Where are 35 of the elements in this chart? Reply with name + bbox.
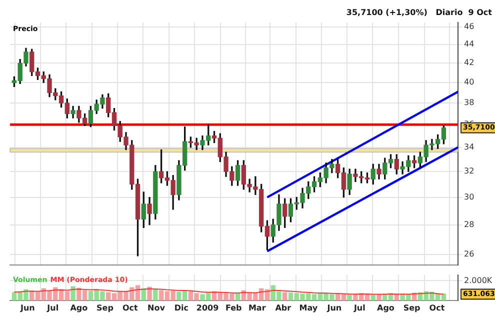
x-tick-label: Ago — [70, 303, 88, 312]
bar — [147, 286, 152, 300]
bar — [282, 292, 288, 300]
x-tick-label: Jun — [19, 303, 36, 312]
y-tick-label: 40 — [464, 78, 474, 87]
y-tick-label: 44 — [464, 40, 474, 49]
x-tick-label: Oct — [122, 303, 138, 312]
y-tick-label: 30 — [464, 192, 474, 202]
x-tick-label: May — [299, 303, 318, 312]
x-tick-label: Sep — [403, 303, 420, 312]
x-tick-label: Jul — [352, 303, 366, 312]
x-tick-label: Nov — [148, 303, 166, 312]
x-tick-label: Sep — [96, 303, 114, 312]
x-tick-label: Ago — [377, 303, 395, 312]
x-tick-label: 2009 — [196, 303, 220, 312]
x-tick-label: Dic — [174, 303, 189, 312]
y-tick-label: 34 — [464, 142, 474, 152]
y-tick-label: 46 — [464, 22, 474, 31]
x-tick-label: Mar — [248, 303, 266, 312]
x-tick-label: Abr — [275, 303, 292, 312]
y-tick-label: 38 — [464, 98, 474, 108]
chart-title: 35,7100 (+1,30%) Diario 9 Oct — [346, 8, 492, 17]
y-tick-label: 2.000K — [464, 276, 493, 285]
x-tick-label: Jun — [326, 303, 342, 312]
y-tick-label: 32 — [464, 166, 474, 176]
bar — [153, 289, 158, 300]
y-tick-label: 42 — [464, 58, 474, 68]
bar — [70, 286, 76, 300]
y-tick-label: 28 — [464, 220, 474, 229]
x-tick-label: Oct — [429, 303, 445, 312]
bar — [370, 294, 376, 300]
bar — [347, 294, 352, 300]
x-tick-label: Feb — [225, 303, 242, 312]
x-tick-label: Jul — [46, 303, 59, 312]
y-tick-label: 26 — [464, 249, 474, 258]
